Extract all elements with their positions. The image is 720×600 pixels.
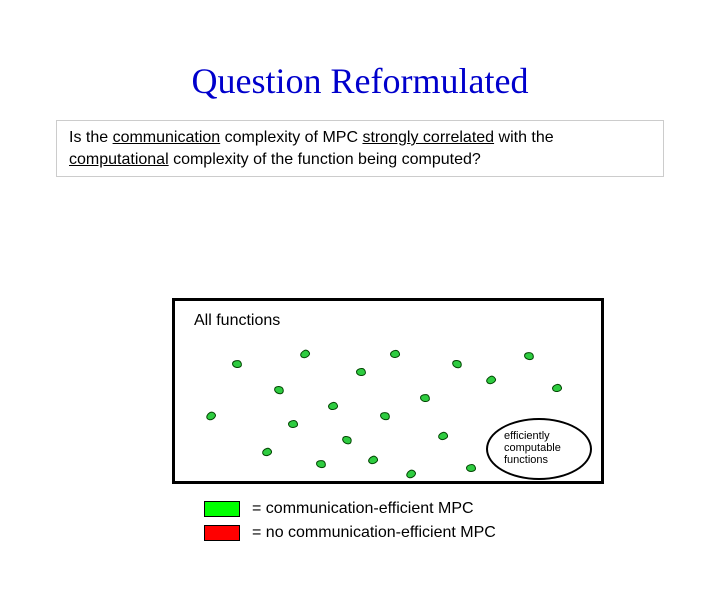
- legend-row-green: = communication-efficient MPC: [204, 500, 496, 518]
- legend-label-red: = no communication-efficient MPC: [252, 524, 496, 542]
- q-u3: computational: [69, 151, 169, 168]
- legend-row-red: = no communication-efficient MPC: [204, 524, 496, 542]
- function-dot: [356, 368, 366, 377]
- q-prefix: Is the: [69, 129, 113, 146]
- page-title: Question Reformulated: [0, 60, 720, 102]
- q-mid1: complexity of MPC: [220, 129, 362, 146]
- legend: = communication-efficient MPC = no commu…: [204, 500, 496, 548]
- q-mid2: with the: [494, 129, 554, 146]
- function-dot: [288, 420, 298, 428]
- ellipse-label: efficientlycomputablefunctions: [504, 430, 561, 466]
- question-box: Is the communication complexity of MPC s…: [56, 120, 664, 177]
- all-functions-label: All functions: [194, 312, 280, 330]
- swatch-red: [204, 525, 240, 541]
- q-suffix: complexity of the function being compute…: [169, 151, 481, 168]
- swatch-green: [204, 501, 240, 517]
- function-dot: [466, 464, 476, 472]
- question-text: Is the communication complexity of MPC s…: [69, 129, 554, 168]
- q-u2: strongly correlated: [362, 129, 494, 146]
- legend-label-green: = communication-efficient MPC: [252, 500, 474, 518]
- q-u1: communication: [113, 129, 221, 146]
